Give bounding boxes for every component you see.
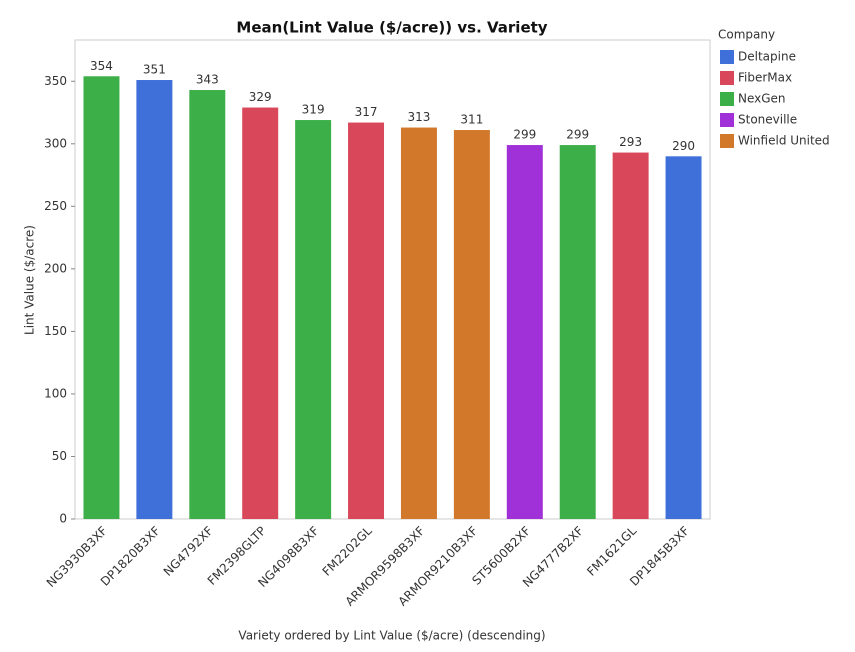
legend-title: Company [718,28,775,42]
x-tick-label: FM1621GL [584,523,639,578]
y-tick-label: 100 [44,386,67,400]
data-label: 351 [143,63,166,77]
bar [242,107,279,519]
y-tick-label: 350 [44,74,67,88]
data-label: 293 [619,135,642,149]
bar [136,80,173,520]
y-tick-label: 300 [44,136,67,150]
data-label: 329 [249,90,272,104]
bar [612,152,649,519]
x-tick-label: NG4792XF [161,524,216,579]
bar [348,122,385,519]
y-tick-label: 200 [44,261,67,275]
legend-label: Deltapine [738,50,796,64]
data-label: 343 [196,73,219,87]
data-label: 299 [566,128,589,142]
data-label: 319 [302,103,325,117]
y-axis-title: Lint Value ($/acre) [23,225,37,335]
legend-swatch [720,92,734,106]
bar [295,120,332,519]
bar [506,145,543,520]
chart-title: Mean(Lint Value ($/acre)) vs. Variety [236,19,547,37]
legend-swatch [720,134,734,148]
data-label: 313 [408,110,431,124]
x-axis-title: Variety ordered by Lint Value ($/acre) (… [238,629,545,643]
legend-label: Winfield United [738,134,830,148]
plot-frame [74,39,711,520]
legend-swatch [720,71,734,85]
y-tick-label: 0 [59,512,67,526]
bar [400,127,437,520]
data-label: 354 [90,59,113,73]
x-tick-label: FM2202GL [320,523,375,578]
bar [453,130,490,519]
legend-label: FiberMax [738,71,792,85]
data-label: 311 [460,113,483,127]
legend-swatch [720,50,734,64]
data-label: 299 [513,128,536,142]
legend-label: Stoneville [738,113,797,127]
data-label: 317 [355,105,378,119]
legend-swatch [720,113,734,127]
bar [83,76,120,520]
y-tick-label: 250 [44,199,67,213]
legend-label: NexGen [738,92,786,106]
bar [559,145,596,520]
bar [189,90,226,519]
y-tick-label: 150 [44,324,67,338]
data-label: 290 [672,139,695,153]
y-tick-label: 50 [52,449,67,463]
bar [665,156,702,519]
